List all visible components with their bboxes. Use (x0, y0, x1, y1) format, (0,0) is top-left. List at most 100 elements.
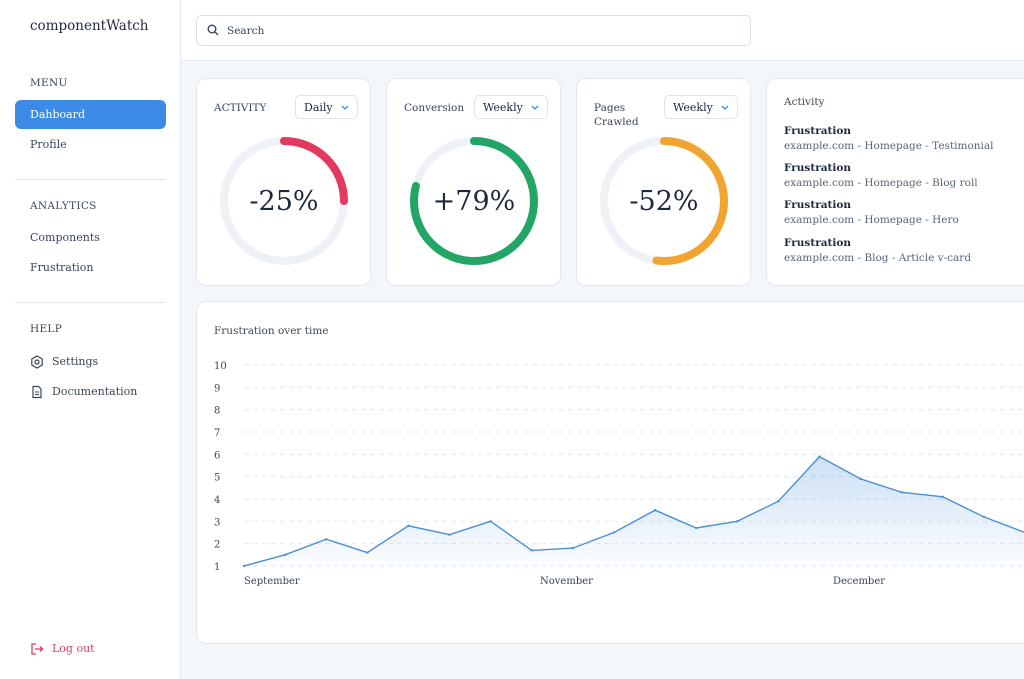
y-tick-label: 8 (214, 406, 220, 417)
sidebar-item-label: Frustration (30, 261, 94, 274)
y-tick-label: 7 (214, 428, 220, 439)
gauge-arc (410, 137, 538, 265)
sidebar-item-dashboard[interactable]: Dahboard (15, 100, 166, 129)
activity-title: Activity (784, 96, 825, 108)
data-point (366, 551, 369, 554)
analytics-section-label: ANALYTICS (30, 200, 97, 212)
period-value: Daily (304, 100, 333, 114)
activity-heading: Frustration (784, 125, 852, 137)
y-tick-label: 3 (214, 517, 220, 528)
conversion-stat-card: Conversion Weekly +79% (386, 78, 561, 286)
activity-detail: example.com - Homepage - Testimonial (784, 140, 994, 152)
y-tick-label: 2 (214, 540, 220, 551)
y-tick-label: 5 (214, 473, 220, 484)
card-title: ACTIVITY (214, 102, 267, 114)
data-point (530, 549, 533, 552)
chevron-down-icon (341, 101, 349, 114)
search-box[interactable] (196, 15, 751, 46)
data-point (900, 491, 903, 494)
menu-section-label: MENU (30, 77, 68, 89)
x-tick-label: September (244, 576, 300, 587)
x-tick-label: December (833, 576, 885, 587)
series-area (244, 456, 1024, 566)
gauge-value: -52% (629, 185, 699, 217)
activity-detail: example.com - Homepage - Blog roll (784, 177, 978, 189)
frustration-chart-card: Frustration over time 1 2 3 4 5 6 7 8 9 10 Septemb… (196, 301, 1024, 644)
document-icon (30, 385, 44, 399)
y-tick-label: 10 (214, 361, 227, 372)
activity-detail: example.com - Blog - Article v-card (784, 252, 972, 264)
logout-icon (30, 642, 44, 656)
top-bar (181, 0, 1024, 61)
period-dropdown[interactable]: Weekly (664, 95, 738, 119)
data-point (283, 553, 287, 557)
data-point (941, 495, 944, 498)
activity-gauge (220, 137, 348, 265)
data-point (736, 520, 739, 523)
chart-title: Frustration over time (214, 325, 329, 337)
period-value: Weekly (673, 100, 713, 114)
data-point (242, 564, 246, 568)
gauge-value: -25% (249, 185, 319, 217)
period-dropdown[interactable]: Daily (295, 95, 358, 119)
search-icon (207, 21, 219, 40)
data-point (612, 531, 616, 534)
search-input[interactable] (227, 24, 727, 37)
gauge-arc (600, 137, 728, 265)
pages-crawled-stat-card: Pages Crawled Weekly -52% (576, 78, 751, 286)
activity-item[interactable]: Frustration example.com - Homepage - Blo… (784, 162, 978, 189)
data-point (489, 520, 492, 523)
data-point (818, 455, 821, 458)
data-point (777, 500, 780, 503)
sidebar-item-label: Settings (52, 355, 99, 368)
data-point (694, 526, 698, 530)
period-value: Weekly (483, 100, 523, 114)
gauge-arc (220, 137, 348, 265)
sidebar: componentWatch MENU Dahboard Profile ANA… (0, 0, 181, 679)
sidebar-item-label: Components (30, 231, 100, 244)
data-point (407, 524, 410, 527)
frustration-line-chart: 1 2 3 4 5 6 7 8 9 10 September November December (214, 361, 1024, 587)
sidebar-item-settings[interactable]: Settings (15, 347, 166, 376)
activity-heading: Frustration (784, 199, 852, 211)
card-title-line: Pages (594, 102, 626, 114)
app-title: componentWatch (30, 18, 149, 34)
period-dropdown[interactable]: Weekly (474, 95, 548, 119)
sidebar-divider (15, 179, 166, 180)
gauge-value: +79% (432, 185, 516, 217)
activity-feed-card: Activity Frustration example.com - Homep… (766, 78, 1024, 286)
data-point (653, 508, 657, 512)
activity-item[interactable]: Frustration example.com - Homepage - Tes… (784, 125, 994, 152)
data-point (325, 538, 328, 541)
card-title: Pages Crawled (594, 101, 639, 129)
activity-item[interactable]: Frustration example.com - Blog - Article… (784, 237, 971, 264)
y-tick-label: 9 (214, 383, 220, 394)
sidebar-item-frustration[interactable]: Frustration (15, 253, 166, 282)
card-title-line: Crawled (594, 116, 639, 128)
activity-detail: example.com - Homepage - Hero (784, 214, 959, 226)
sidebar-item-label: Dahboard (30, 108, 85, 121)
activity-heading: Frustration (784, 162, 852, 174)
sidebar-item-profile[interactable]: Profile (15, 130, 166, 159)
sidebar-item-label: Documentation (52, 385, 138, 398)
sidebar-item-label: Profile (30, 138, 67, 151)
y-tick-label: 6 (214, 450, 220, 461)
help-section-label: HELP (30, 323, 63, 335)
card-title: Conversion (404, 102, 465, 114)
activity-stat-card: ACTIVITY Daily -25% (196, 78, 371, 286)
logout-button[interactable]: Log out (15, 634, 166, 663)
pages-crawled-gauge (600, 137, 728, 265)
y-tick-label: 4 (214, 495, 220, 506)
sidebar-item-documentation[interactable]: Documentation (15, 377, 166, 406)
series-line (243, 455, 1024, 567)
data-point (571, 546, 575, 550)
data-point (982, 515, 986, 519)
sidebar-divider (15, 302, 166, 303)
chevron-down-icon (531, 101, 539, 114)
data-point (859, 477, 862, 481)
activity-item[interactable]: Frustration example.com - Homepage - Her… (784, 199, 959, 226)
chevron-down-icon (721, 101, 729, 114)
x-tick-label: November (540, 576, 593, 587)
sidebar-item-components[interactable]: Components (15, 223, 166, 252)
data-point (448, 533, 451, 536)
